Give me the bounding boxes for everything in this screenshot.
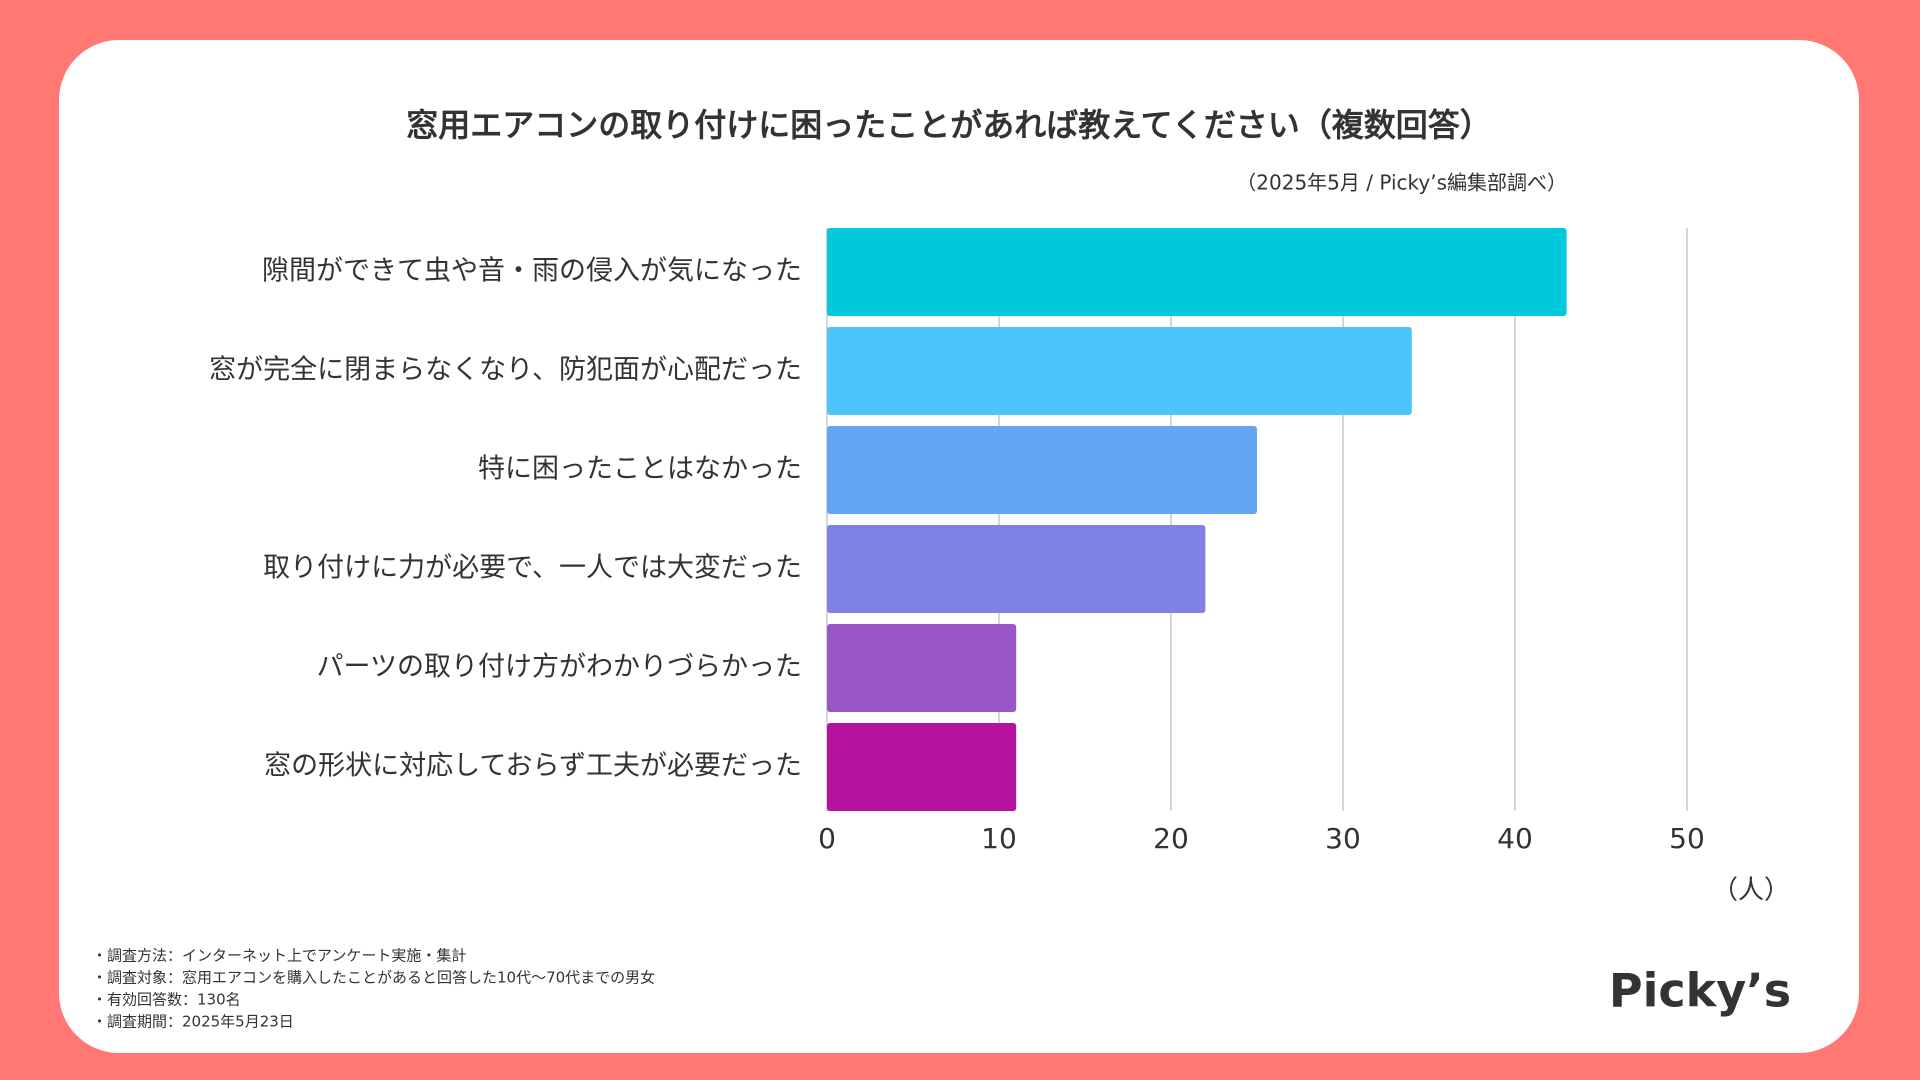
y-tick-label: 特に困ったことはなかった: [478, 454, 802, 485]
bar: [827, 426, 1257, 514]
y-tick-label: パーツの取り付け方がわかりづらかった: [317, 652, 802, 683]
x-tick-label: 0: [818, 822, 836, 855]
bar: [827, 228, 1567, 316]
y-tick-label: 取り付けに力が必要で、一人では大変だった: [263, 553, 802, 584]
bar: [827, 624, 1017, 712]
x-tick-label: 10: [981, 822, 1017, 855]
chart-title: 窓用エアコンの取り付けに困ったことがあれば教えてください（複数回答）: [406, 106, 1491, 144]
chart-subtitle: （2025年5月 / Picky’s編集部調べ）: [1236, 171, 1567, 195]
bar: [827, 723, 1017, 811]
x-tick-label: 20: [1153, 822, 1189, 855]
footnote: ・調査期間：2025年5月23日: [92, 1013, 294, 1031]
x-tick-label: 30: [1325, 822, 1361, 855]
y-tick-label: 隙間ができて虫や音・雨の侵入が気になった: [262, 256, 802, 287]
logo: Picky’s: [1609, 964, 1791, 1018]
footnote: ・調査対象：窓用エアコンを購入したことがあると回答した10代〜70代までの男女: [92, 969, 655, 987]
footnote: ・調査方法：インターネット上でアンケート実施・集計: [92, 947, 466, 965]
axis-unit: （人）: [1712, 876, 1790, 906]
x-tick-label: 40: [1497, 822, 1533, 855]
bar: [827, 327, 1412, 415]
bar: [827, 525, 1206, 613]
y-tick-label: 窓が完全に閉まらなくなり、防犯面が心配だった: [209, 355, 802, 386]
footnote: ・有効回答数：130名: [92, 991, 241, 1009]
x-tick-label: 50: [1669, 822, 1705, 855]
y-tick-label: 窓の形状に対応しておらず工夫が必要だった: [264, 751, 802, 782]
